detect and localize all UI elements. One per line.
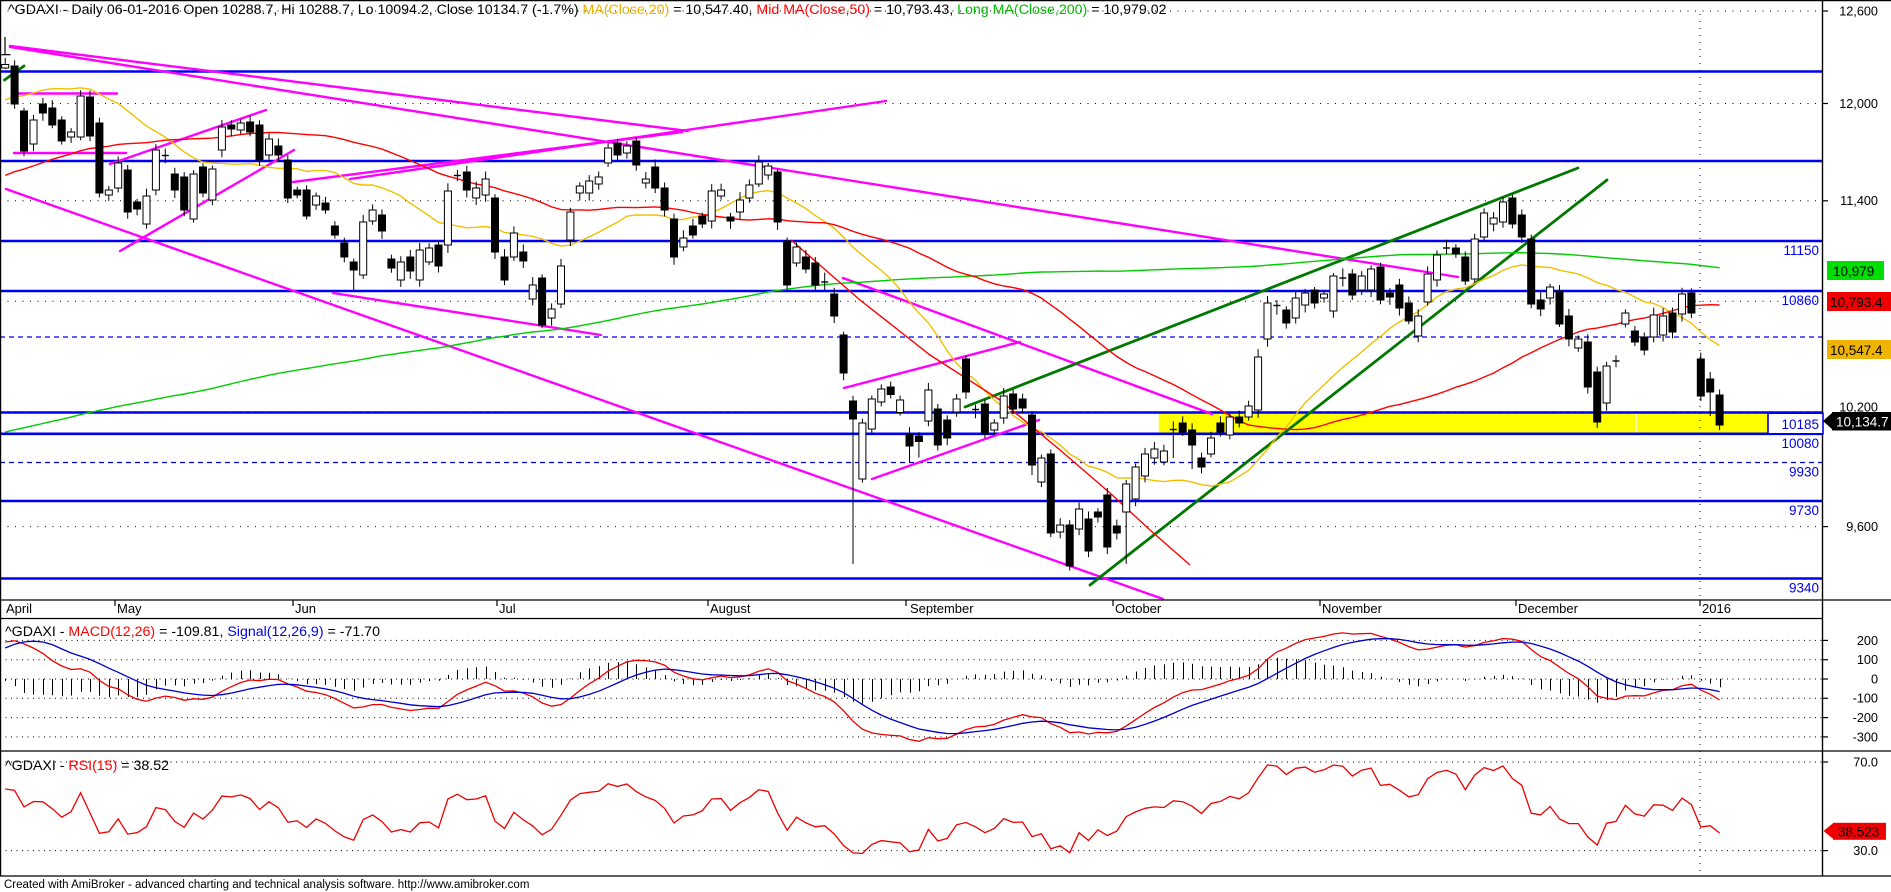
svg-text:11150: 11150 — [1783, 243, 1819, 258]
svg-text:Jun: Jun — [295, 601, 316, 616]
svg-text:9930: 9930 — [1789, 465, 1819, 480]
svg-text:9,600: 9,600 — [1846, 520, 1878, 534]
svg-text:0: 0 — [1871, 672, 1878, 686]
svg-text:^GDAXI - RSI(15) = 38.52: ^GDAXI - RSI(15) = 38.52 — [5, 758, 169, 774]
svg-text:10,547.4: 10,547.4 — [1830, 343, 1883, 358]
svg-text:10860: 10860 — [1781, 293, 1819, 308]
svg-text:9340: 9340 — [1789, 581, 1819, 596]
svg-text:August: August — [710, 601, 751, 616]
svg-text:10080: 10080 — [1781, 436, 1819, 451]
svg-text:9730: 9730 — [1789, 503, 1819, 518]
svg-text:November: November — [1322, 601, 1383, 616]
svg-text:December: December — [1518, 601, 1579, 616]
svg-text:30.0: 30.0 — [1853, 844, 1878, 858]
svg-text:April: April — [6, 601, 32, 616]
svg-text:Jul: Jul — [499, 601, 516, 616]
svg-text:10185: 10185 — [1781, 417, 1819, 432]
svg-text:100: 100 — [1857, 653, 1878, 667]
svg-text:38.523: 38.523 — [1838, 825, 1879, 840]
svg-text:70.0: 70.0 — [1853, 755, 1878, 769]
svg-text:-300: -300 — [1853, 730, 1878, 744]
svg-text:12,000: 12,000 — [1839, 97, 1878, 111]
svg-text:10,134.7: 10,134.7 — [1836, 415, 1889, 430]
svg-text:Created with AmiBroker - advan: Created with AmiBroker - advanced charti… — [4, 879, 529, 891]
svg-text:September: September — [910, 601, 974, 616]
svg-text:-200: -200 — [1853, 711, 1878, 725]
svg-text:11,400: 11,400 — [1840, 194, 1878, 208]
svg-text:^GDAXI - Daily 06-01-2016 Open: ^GDAXI - Daily 06-01-2016 Open 10288.7, … — [8, 2, 1167, 18]
svg-text:October: October — [1115, 601, 1162, 616]
svg-text:12,600: 12,600 — [1839, 4, 1878, 18]
svg-text:10,200: 10,200 — [1839, 401, 1878, 415]
svg-text:10,979: 10,979 — [1833, 264, 1874, 279]
svg-text:10,793.4: 10,793.4 — [1830, 295, 1883, 310]
svg-text:May: May — [117, 601, 142, 616]
svg-text:^GDAXI - MACD(12,26) = -109.81: ^GDAXI - MACD(12,26) = -109.81, Signal(1… — [5, 624, 380, 640]
svg-text:200: 200 — [1857, 634, 1878, 648]
svg-text:2016: 2016 — [1702, 601, 1731, 616]
svg-text:-100: -100 — [1853, 692, 1878, 706]
